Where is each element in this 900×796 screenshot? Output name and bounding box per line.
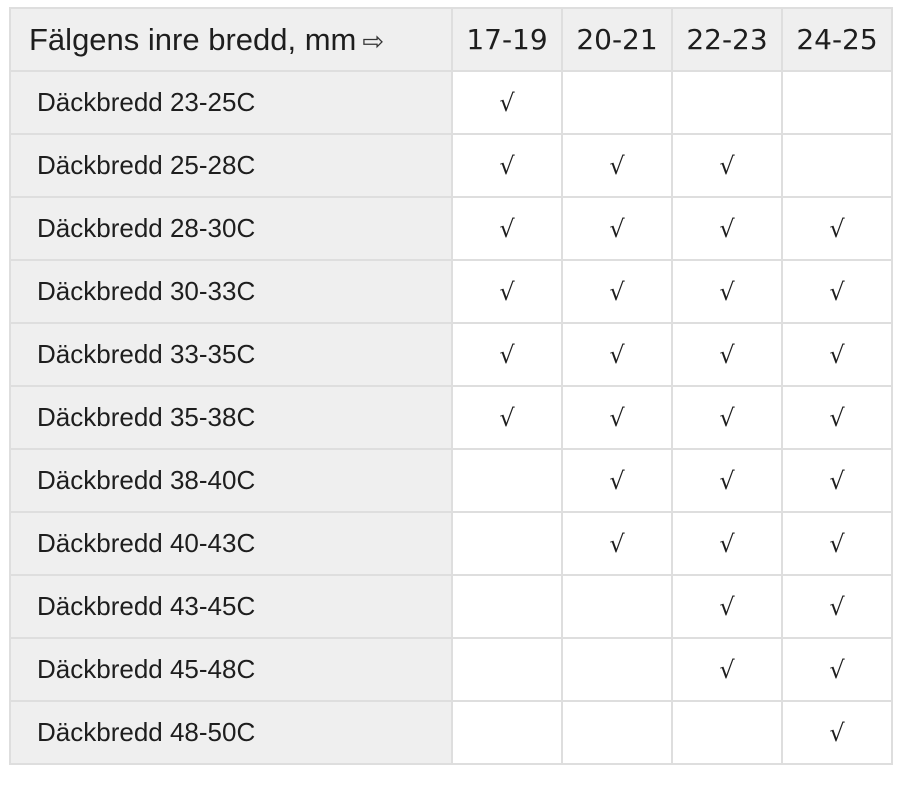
column-header: 20-21 (561, 7, 673, 72)
row-label: Däckbredd 43-45C (9, 574, 453, 639)
check-icon-cell: √ (451, 70, 563, 135)
check-icon-cell: √ (451, 196, 563, 261)
check-icon-cell: √ (781, 574, 893, 639)
row-label: Däckbredd 28-30C (9, 196, 453, 261)
table-row: Däckbredd 43-45C √ √ (9, 574, 893, 639)
empty-cell (451, 637, 563, 702)
header-title: Fälgens inre bredd, mm (29, 21, 357, 57)
empty-cell (451, 511, 563, 576)
right-arrow-outline-icon: ⇨ (362, 25, 385, 56)
check-icon-cell: √ (671, 259, 783, 324)
empty-cell (451, 448, 563, 513)
table-row: Däckbredd 30-33C √ √ √ √ (9, 259, 893, 324)
rim-tire-compatibility-table: Fälgens inre bredd, mm ⇨ 17-19 20-21 22-2… (9, 7, 893, 765)
check-icon-cell: √ (561, 196, 673, 261)
check-icon-cell: √ (781, 511, 893, 576)
table-row: Däckbredd 45-48C √ √ (9, 637, 893, 702)
row-label: Däckbredd 45-48C (9, 637, 453, 702)
table-row: Däckbredd 23-25C √ (9, 70, 893, 135)
table-row: Däckbredd 48-50C √ (9, 700, 893, 765)
check-icon-cell: √ (781, 700, 893, 765)
column-header: 17-19 (451, 7, 563, 72)
empty-cell (781, 70, 893, 135)
header-title-cell: Fälgens inre bredd, mm ⇨ (9, 7, 453, 72)
row-label: Däckbredd 38-40C (9, 448, 453, 513)
empty-cell (561, 700, 673, 765)
check-icon-cell: √ (451, 259, 563, 324)
row-label: Däckbredd 33-35C (9, 322, 453, 387)
check-icon-cell: √ (671, 133, 783, 198)
column-header: 24-25 (781, 7, 893, 72)
check-icon-cell: √ (671, 574, 783, 639)
row-label: Däckbredd 35-38C (9, 385, 453, 450)
row-label: Däckbredd 40-43C (9, 511, 453, 576)
check-icon-cell: √ (671, 385, 783, 450)
check-icon-cell: √ (451, 385, 563, 450)
check-icon-cell: √ (781, 259, 893, 324)
check-icon-cell: √ (671, 511, 783, 576)
check-icon-cell: √ (781, 385, 893, 450)
check-icon-cell: √ (561, 385, 673, 450)
empty-cell (671, 70, 783, 135)
header-row: Fälgens inre bredd, mm ⇨ 17-19 20-21 22-2… (9, 7, 893, 72)
check-icon-cell: √ (561, 511, 673, 576)
check-icon-cell: √ (451, 322, 563, 387)
empty-cell (561, 637, 673, 702)
table-row: Däckbredd 28-30C √ √ √ √ (9, 196, 893, 261)
row-label: Däckbredd 25-28C (9, 133, 453, 198)
column-header: 22-23 (671, 7, 783, 72)
check-icon-cell: √ (561, 259, 673, 324)
check-icon-cell: √ (451, 133, 563, 198)
empty-cell (671, 700, 783, 765)
check-icon-cell: √ (781, 637, 893, 702)
empty-cell (561, 574, 673, 639)
check-icon-cell: √ (561, 133, 673, 198)
empty-cell (781, 133, 893, 198)
table-row: Däckbredd 25-28C √ √ √ (9, 133, 893, 198)
table-row: Däckbredd 33-35C √ √ √ √ (9, 322, 893, 387)
table-row: Däckbredd 40-43C √ √ √ (9, 511, 893, 576)
empty-cell (451, 574, 563, 639)
table-row: Däckbredd 38-40C √ √ √ (9, 448, 893, 513)
table-row: Däckbredd 35-38C √ √ √ √ (9, 385, 893, 450)
check-icon-cell: √ (671, 448, 783, 513)
row-label: Däckbredd 30-33C (9, 259, 453, 324)
check-icon-cell: √ (671, 196, 783, 261)
check-icon-cell: √ (671, 322, 783, 387)
row-label: Däckbredd 48-50C (9, 700, 453, 765)
check-icon-cell: √ (781, 196, 893, 261)
check-icon-cell: √ (671, 637, 783, 702)
check-icon-cell: √ (561, 322, 673, 387)
empty-cell (561, 70, 673, 135)
check-icon-cell: √ (781, 448, 893, 513)
row-label: Däckbredd 23-25C (9, 70, 453, 135)
check-icon-cell: √ (781, 322, 893, 387)
empty-cell (451, 700, 563, 765)
check-icon-cell: √ (561, 448, 673, 513)
